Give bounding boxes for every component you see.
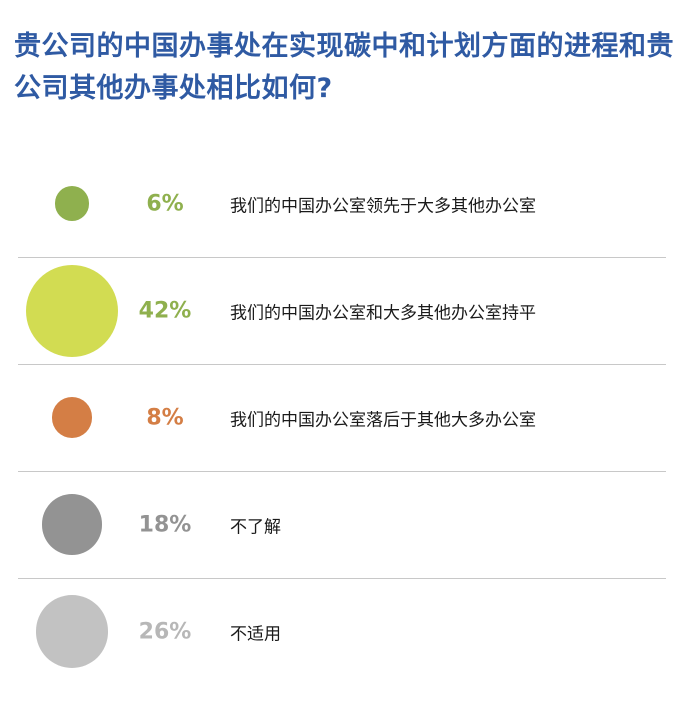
value-label-equal: 42% [138,298,192,323]
row-divider [18,471,666,472]
chart-title: 贵公司的中国办事处在实现碳中和计划方面的进程和贵公司其他办事处相比如何? [14,31,674,104]
bubble-behind [51,397,93,438]
value-label-ahead: 6% [146,191,184,216]
category-label-behind: 我们的中国办公室落后于其他大多办公室 [230,410,536,430]
category-label-not-applicable: 不适用 [230,624,281,644]
row-divider [18,578,666,579]
category-label-ahead: 我们的中国办公室领先于大多其他办公室 [230,196,536,216]
row-divider [18,364,666,365]
category-label-equal: 我们的中国办公室和大多其他办公室持平 [230,303,536,323]
bubble-not-applicable [35,595,109,668]
value-label-unknown: 18% [138,512,192,537]
row-divider [18,257,666,258]
bubble-unknown [41,494,103,555]
value-label-behind: 8% [146,405,184,430]
bubble-equal [26,264,118,357]
bubble-ahead [54,186,90,221]
category-label-unknown: 不了解 [230,517,281,537]
value-label-not-applicable: 26% [138,619,192,644]
